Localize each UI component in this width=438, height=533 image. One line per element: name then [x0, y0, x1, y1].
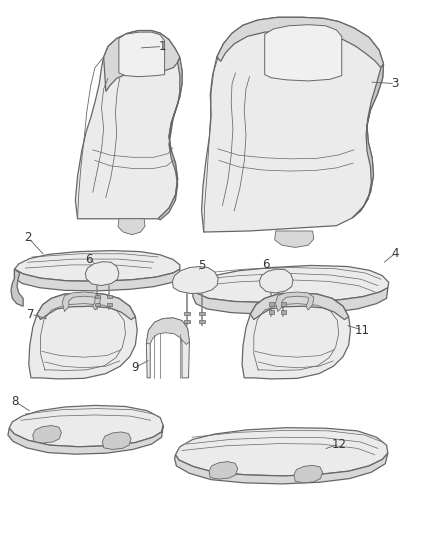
Text: 3: 3: [392, 77, 399, 90]
Text: 12: 12: [331, 438, 346, 450]
Polygon shape: [275, 231, 314, 247]
Polygon shape: [29, 293, 137, 379]
Text: 1: 1: [159, 40, 166, 53]
Polygon shape: [104, 30, 180, 92]
Polygon shape: [62, 292, 101, 312]
Polygon shape: [175, 453, 388, 484]
Polygon shape: [9, 406, 163, 447]
Polygon shape: [184, 312, 190, 316]
Polygon shape: [259, 269, 293, 293]
Polygon shape: [158, 57, 182, 220]
Polygon shape: [176, 427, 388, 476]
Polygon shape: [201, 17, 384, 232]
Polygon shape: [95, 295, 100, 298]
Polygon shape: [184, 319, 190, 323]
Polygon shape: [11, 269, 23, 306]
Polygon shape: [269, 302, 274, 306]
Polygon shape: [242, 293, 350, 379]
Polygon shape: [14, 251, 180, 281]
Text: 4: 4: [392, 247, 399, 260]
Polygon shape: [95, 303, 100, 306]
Polygon shape: [276, 292, 314, 312]
Text: 5: 5: [198, 259, 205, 272]
Polygon shape: [37, 293, 135, 319]
Polygon shape: [193, 288, 388, 314]
Text: 6: 6: [85, 253, 92, 265]
Polygon shape: [193, 265, 389, 303]
Polygon shape: [14, 269, 180, 291]
Polygon shape: [8, 425, 163, 454]
Text: 2: 2: [25, 231, 32, 244]
Polygon shape: [294, 465, 322, 483]
Polygon shape: [353, 64, 384, 217]
Polygon shape: [251, 293, 349, 319]
Text: 11: 11: [355, 324, 370, 337]
Polygon shape: [102, 432, 131, 449]
Polygon shape: [281, 302, 286, 306]
Polygon shape: [33, 425, 61, 443]
Polygon shape: [107, 295, 113, 298]
Polygon shape: [265, 25, 342, 81]
Text: 9: 9: [132, 361, 139, 374]
Polygon shape: [118, 219, 145, 235]
Polygon shape: [119, 32, 165, 77]
Polygon shape: [85, 262, 119, 286]
Polygon shape: [107, 303, 113, 306]
Polygon shape: [198, 319, 205, 323]
Text: 8: 8: [12, 395, 19, 408]
Polygon shape: [281, 310, 286, 314]
Text: 6: 6: [262, 259, 269, 271]
Polygon shape: [75, 30, 182, 219]
Polygon shape: [146, 318, 189, 344]
Polygon shape: [198, 312, 205, 316]
Polygon shape: [173, 266, 218, 294]
Polygon shape: [146, 318, 189, 378]
Polygon shape: [269, 310, 274, 314]
Polygon shape: [217, 17, 384, 68]
Text: 7: 7: [27, 308, 35, 321]
Polygon shape: [209, 462, 238, 479]
